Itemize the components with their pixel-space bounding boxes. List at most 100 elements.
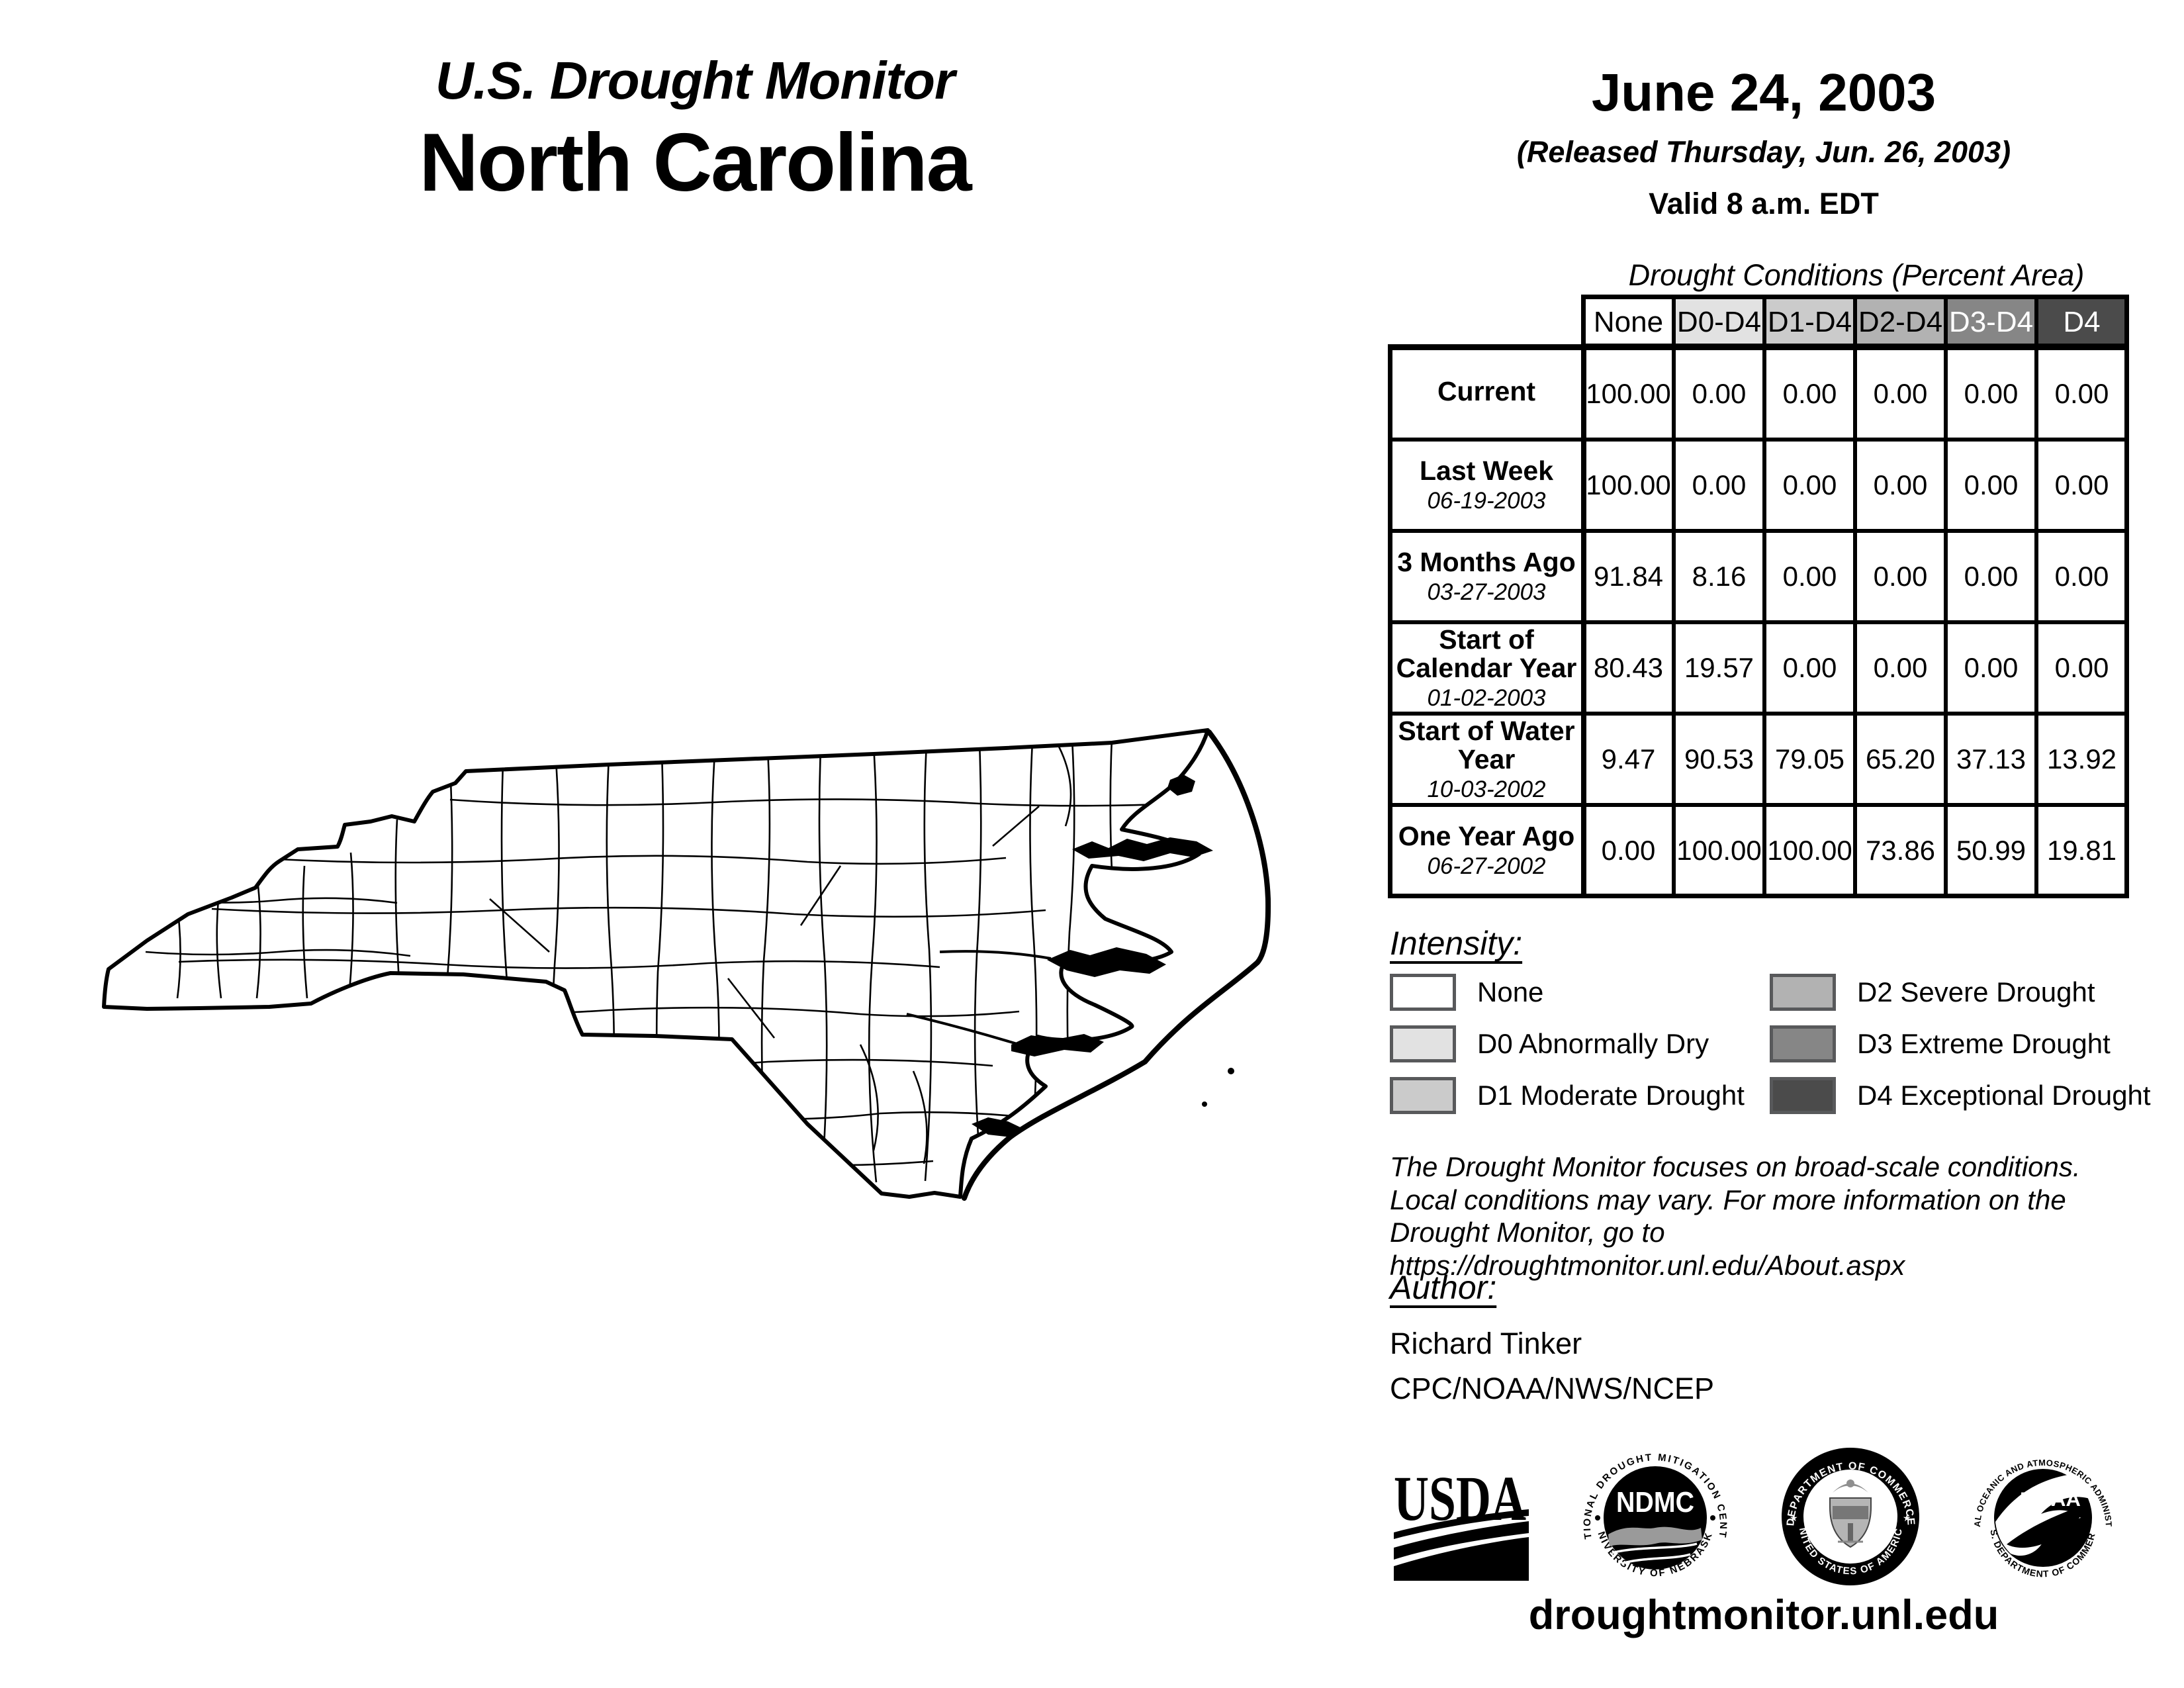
noaa-logo: NATIONAL OCEANIC AND ATMOSPHERIC ADMINIS… xyxy=(1972,1445,2114,1579)
table-cell: 100.00 xyxy=(1674,805,1764,896)
table-cell: 91.84 xyxy=(1583,531,1674,622)
table-cell: 0.00 xyxy=(1674,348,1764,440)
table-cell: 0.00 xyxy=(2036,622,2127,714)
disclaimer-line: Drought Monitor, go to https://droughtmo… xyxy=(1390,1217,1905,1281)
legend-item-d0: D0 Abnormally Dry xyxy=(1390,1018,1770,1070)
table-cell: 37.13 xyxy=(1946,714,2036,805)
doc-seal: DEPARTMENT OF COMMERCE UNITED STATES OF … xyxy=(1780,1445,1919,1585)
table-cell: 100.00 xyxy=(1764,805,1855,896)
table-cell: 0.00 xyxy=(1855,622,1946,714)
table-cell: 19.81 xyxy=(2036,805,2127,896)
table-cell: 0.00 xyxy=(2036,440,2127,531)
report-date: June 24, 2003 xyxy=(1591,63,1936,122)
table-cell: 90.53 xyxy=(1674,714,1764,805)
row-name: Start of Calendar Year xyxy=(1396,624,1577,683)
table-cell: 0.00 xyxy=(1855,531,1946,622)
table-cell: 0.00 xyxy=(1764,622,1855,714)
row-name: Start of Water Year xyxy=(1398,715,1575,774)
drought-conditions-table: None D0-D4 D1-D4 D2-D4 D3-D4 D4 Current … xyxy=(1390,297,2127,896)
table-cell: 19.57 xyxy=(1674,622,1764,714)
row-label-start-calendar-year: Start of Calendar Year 01-02-2003 xyxy=(1390,622,1583,714)
intensity-heading: Intensity: xyxy=(1390,925,1523,962)
disclaimer-line: Local conditions may vary. For more info… xyxy=(1390,1184,2066,1215)
row-date: 06-27-2002 xyxy=(1427,853,1546,880)
row-date: 03-27-2003 xyxy=(1427,579,1546,606)
col-header-d0d4: D0-D4 xyxy=(1674,297,1764,348)
row-date: 10-03-2002 xyxy=(1427,776,1546,802)
table-cell: 0.00 xyxy=(1764,440,1855,531)
col-header-none: None xyxy=(1583,297,1674,348)
doc-star-right: ★ xyxy=(1903,1513,1911,1523)
doc-eagle xyxy=(1833,1483,1868,1493)
ndmc-logo: NATIONAL DROUGHT MITIGATION CENTER UNIVE… xyxy=(1580,1442,1727,1579)
report-valid: Valid 8 a.m. EDT xyxy=(1649,187,1879,220)
legend-item-d4: D4 Exceptional Drought xyxy=(1770,1070,2151,1121)
table-cell: 0.00 xyxy=(1855,440,1946,531)
table-corner-spacer xyxy=(1390,297,1583,348)
table-cell: 100.00 xyxy=(1583,348,1674,440)
table-cell: 100.00 xyxy=(1583,440,1674,531)
table-cell: 13.92 xyxy=(2036,714,2127,805)
table-cell: 0.00 xyxy=(1946,440,2036,531)
table-cell: 8.16 xyxy=(1674,531,1764,622)
table-cell: 0.00 xyxy=(2036,348,2127,440)
table-cell: 0.00 xyxy=(2036,531,2127,622)
report-title: U.S. Drought Monitor North Carolina xyxy=(132,51,1257,209)
report-date-block: June 24, 2003 (Released Thursday, Jun. 2… xyxy=(1390,66,2138,221)
table-cell: 80.43 xyxy=(1583,622,1674,714)
row-name: Current xyxy=(1437,376,1536,407)
doc-star-left: ★ xyxy=(1790,1513,1798,1523)
table-cell: 0.00 xyxy=(1855,348,1946,440)
legend-item-d1: D1 Moderate Drought xyxy=(1390,1070,1770,1121)
disclaimer-line: The Drought Monitor focuses on broad-sca… xyxy=(1390,1151,2081,1182)
ndmc-logo-text: NDMC xyxy=(1616,1486,1694,1519)
report-title-state: North Carolina xyxy=(419,117,972,209)
intensity-legend: None D2 Severe Drought D0 Abnormally Dry… xyxy=(1390,966,2151,1121)
legend-swatch-d3 xyxy=(1770,1025,1836,1062)
legend-swatch-none xyxy=(1390,974,1456,1011)
table-cell: 73.86 xyxy=(1855,805,1946,896)
col-header-d3d4: D3-D4 xyxy=(1946,297,2036,348)
col-header-d4: D4 xyxy=(2036,297,2127,348)
author-organization: CPC/NOAA/NWS/NCEP xyxy=(1390,1372,1715,1405)
table-cell: 0.00 xyxy=(1946,348,2036,440)
table-cell: 0.00 xyxy=(1946,622,2036,714)
row-label-one-year-ago: One Year Ago 06-27-2002 xyxy=(1390,805,1583,896)
author-heading: Author: xyxy=(1390,1269,1497,1306)
table-cell: 0.00 xyxy=(1764,531,1855,622)
legend-swatch-d1 xyxy=(1390,1077,1456,1114)
row-label-current: Current xyxy=(1390,348,1583,440)
row-name: 3 Months Ago xyxy=(1397,547,1576,578)
author-name: Richard Tinker xyxy=(1390,1327,1582,1360)
col-header-d1d4: D1-D4 xyxy=(1764,297,1855,348)
row-date: 01-02-2003 xyxy=(1427,684,1546,711)
row-date: 06-19-2003 xyxy=(1427,488,1546,514)
row-label-start-water-year: Start of Water Year 10-03-2002 xyxy=(1390,714,1583,805)
table-cell: 65.20 xyxy=(1855,714,1946,805)
nc-county-map xyxy=(79,700,1310,1213)
legend-swatch-d2 xyxy=(1770,974,1836,1011)
report-released: (Released Thursday, Jun. 26, 2003) xyxy=(1516,135,2011,169)
agency-logos: USDA NATIONAL DROUGHT MITIGATION CENTER … xyxy=(1390,1442,2124,1591)
table-cell: 0.00 xyxy=(1946,531,2036,622)
disclaimer: The Drought Monitor focuses on broad-sca… xyxy=(1390,1150,2164,1282)
legend-swatch-d4 xyxy=(1770,1077,1836,1114)
report-title-line1: U.S. Drought Monitor xyxy=(435,51,955,110)
row-name: Last Week xyxy=(1419,455,1554,487)
outer-banks xyxy=(962,729,1271,1201)
table-cell: 0.00 xyxy=(1764,348,1855,440)
table-cell: 0.00 xyxy=(1583,805,1674,896)
state-shape xyxy=(104,730,1208,1197)
table-cell: 50.99 xyxy=(1946,805,2036,896)
usda-logo: USDA xyxy=(1394,1468,1529,1581)
legend-item-none: None xyxy=(1390,966,1770,1018)
col-header-d2d4: D2-D4 xyxy=(1855,297,1946,348)
footer-url: droughtmonitor.unl.edu xyxy=(1528,1592,1999,1638)
nc-county-map-svg xyxy=(79,700,1271,1201)
legend-swatch-d0 xyxy=(1390,1025,1456,1062)
legend-item-d3: D3 Extreme Drought xyxy=(1770,1018,2151,1070)
row-label-3-months-ago: 3 Months Ago 03-27-2003 xyxy=(1390,531,1583,622)
row-name: One Year Ago xyxy=(1398,821,1575,852)
noaa-logo-text: NOAA xyxy=(2020,1489,2081,1511)
